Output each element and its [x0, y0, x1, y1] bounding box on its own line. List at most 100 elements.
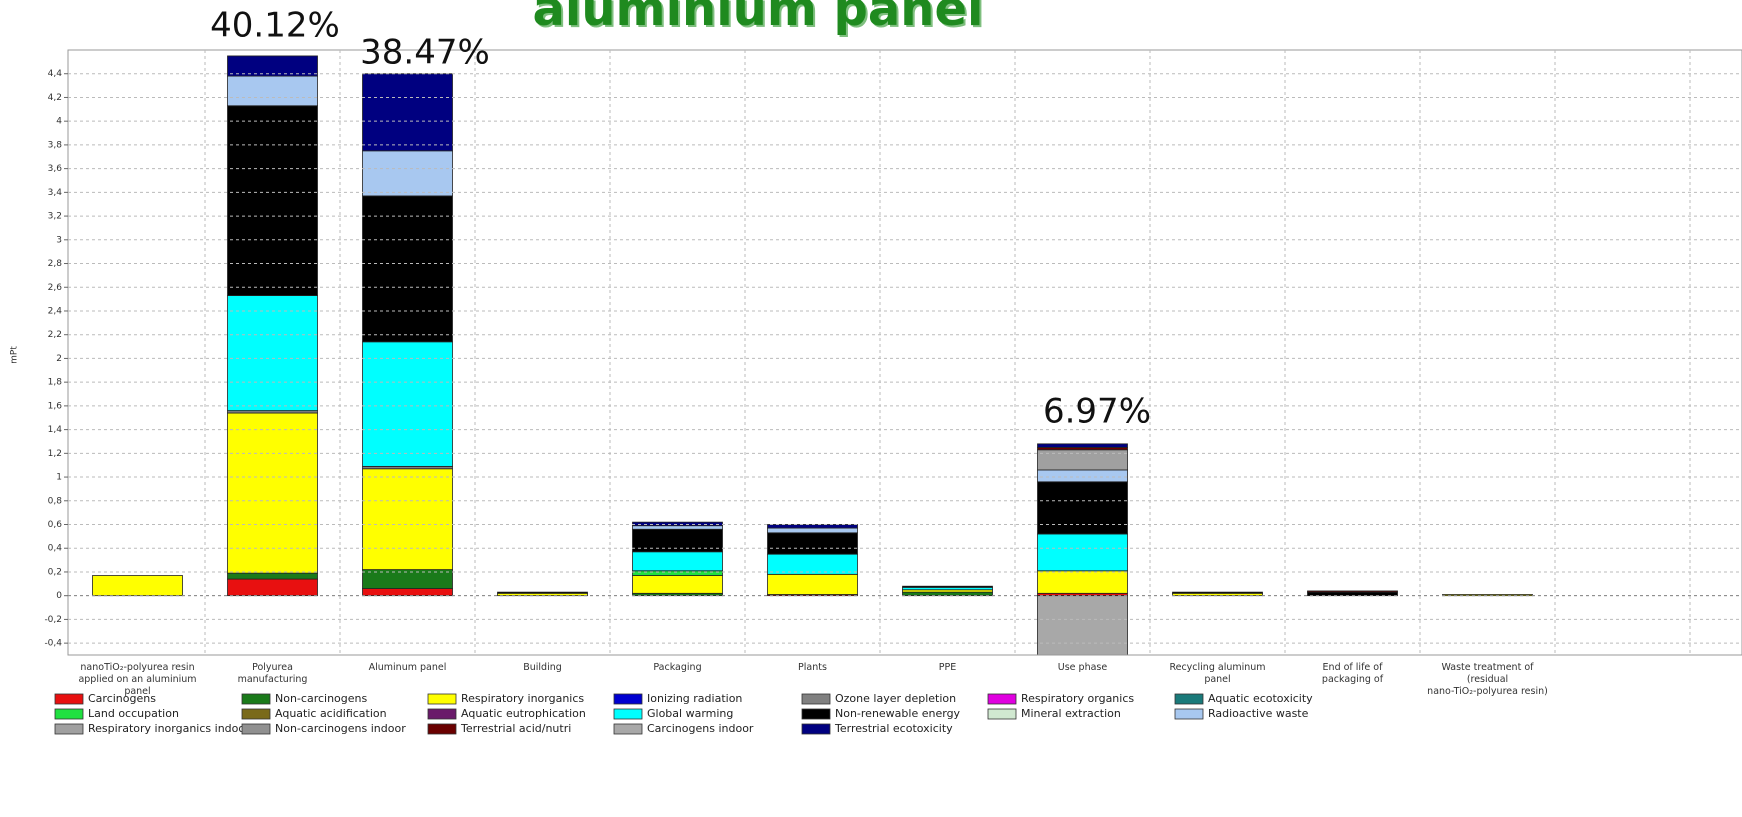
y-tick-label: 1,4 — [48, 425, 63, 435]
bar-segment — [632, 575, 723, 594]
x-tick-label: nanoTiO₂-polyurea resin applied on an al… — [78, 662, 197, 697]
y-tick-label: 4,2 — [48, 93, 62, 103]
x-tick-label: Aluminum panel — [368, 662, 447, 673]
bar-segment — [497, 591, 588, 594]
legend-swatch — [427, 708, 457, 720]
y-tick-label: 1,2 — [48, 449, 62, 459]
bar-segment — [1037, 449, 1128, 471]
x-tick-label: Building — [523, 662, 562, 673]
bar-segment — [1037, 570, 1128, 594]
y-tick-label: 1,6 — [48, 401, 63, 411]
chart-title-shadow: aluminium panel — [535, 0, 986, 39]
legend-swatch — [241, 693, 271, 705]
bar-segment — [1307, 590, 1398, 593]
y-axis-label: mPt — [10, 346, 20, 364]
bar-segment — [1172, 591, 1263, 594]
bar-segment — [227, 105, 318, 296]
bar-segment — [1037, 443, 1128, 448]
y-tick-label: 0,8 — [48, 496, 63, 506]
legend-label: Global warming — [647, 707, 733, 720]
legend-swatch — [427, 693, 457, 705]
legend-swatch — [987, 693, 1017, 705]
bar-segment — [362, 195, 453, 343]
y-tick-label: 4,4 — [48, 69, 63, 79]
bar-segment — [1307, 591, 1398, 597]
legend-swatch — [241, 708, 271, 720]
bar-segment — [227, 578, 318, 597]
x-tick-label: Plants — [798, 662, 827, 673]
y-tick-label: 4 — [56, 117, 62, 127]
y-tick-label: 2,8 — [48, 259, 63, 269]
legend-label: Non-carcinogens — [275, 692, 367, 705]
y-tick-label: 2,4 — [48, 306, 63, 316]
bar-segment — [362, 73, 453, 152]
bar-segment — [227, 412, 318, 574]
y-tick-label: -0,4 — [44, 639, 62, 649]
x-tick-label: End of life of packaging of — [1321, 662, 1384, 685]
x-tick-label: Use phase — [1057, 662, 1108, 673]
bar-segment — [1037, 481, 1128, 535]
y-tick-label: 1 — [56, 473, 62, 483]
bar-segment — [767, 527, 858, 534]
legend-label: Terrestrial ecotoxicity — [834, 722, 953, 735]
bar-segment — [1037, 533, 1128, 572]
x-tick-label: Polyurea manufacturing — [237, 662, 308, 685]
bar-segment — [632, 521, 723, 527]
legend-swatch — [801, 693, 831, 705]
bar-segment — [632, 525, 723, 530]
legend-label: Aquatic acidification — [275, 707, 387, 720]
legend-label: Radioactive waste — [1208, 707, 1309, 720]
legend-label: Respiratory organics — [1021, 692, 1134, 705]
legend-swatch — [987, 708, 1017, 720]
legend-label: Carcinogens indoor — [647, 722, 754, 735]
plot-area — [92, 55, 1533, 655]
bar-segment — [362, 468, 453, 570]
annotation: 38.47% — [360, 33, 490, 73]
bar-segment — [902, 591, 993, 597]
bar-segment — [227, 75, 318, 107]
y-tick-label: 3,8 — [48, 140, 63, 150]
legend-swatch — [801, 708, 831, 720]
x-tick-label: Waste treatment of (residual nano-TiO₂-p… — [1427, 662, 1548, 697]
legend-label: Respiratory inorganics — [461, 692, 584, 705]
bar-segment — [1037, 469, 1128, 483]
y-tick-label: 3 — [56, 235, 62, 245]
y-tick-label: 3,4 — [48, 188, 63, 198]
chart-title: aluminium panel — [533, 0, 984, 37]
annotation: 6.97% — [1043, 392, 1151, 432]
bar-segment — [362, 588, 453, 597]
legend-swatch — [54, 693, 84, 705]
legend-label: Non-carcinogens indoor — [275, 722, 406, 735]
legend-swatch — [613, 708, 643, 720]
legend-swatch — [241, 723, 271, 735]
annotation: 40.12% — [210, 6, 340, 46]
legend-swatch — [427, 723, 457, 735]
legend-label: Carcinogens — [88, 692, 156, 705]
legend-label: Aquatic eutrophication — [461, 707, 586, 720]
legend-label: Non-renewable energy — [835, 707, 961, 720]
bar-segment — [92, 575, 183, 597]
legend-swatch — [1174, 708, 1204, 720]
legend-label: Aquatic ecotoxicity — [1208, 692, 1313, 705]
bar-segment — [227, 55, 318, 77]
bar-segment — [362, 341, 453, 467]
bar-segment — [227, 295, 318, 412]
x-tick-label: Packaging — [653, 662, 702, 673]
y-tick-label: 0,4 — [48, 544, 63, 554]
bar-segment — [767, 524, 858, 529]
y-tick-label: -0,2 — [44, 615, 62, 625]
legend-swatch — [801, 723, 831, 735]
bar-segment — [902, 585, 993, 588]
bar-segment — [1037, 595, 1128, 655]
y-tick-label: 2 — [56, 354, 62, 364]
y-tick-label: 0,6 — [48, 520, 63, 530]
legend-swatch — [54, 723, 84, 735]
bar-segment — [767, 573, 858, 595]
legend-label: Land occupation — [88, 707, 179, 720]
bar-segment — [632, 551, 723, 572]
y-tick-label: 2,2 — [48, 330, 62, 340]
legend-swatch — [1174, 693, 1204, 705]
legend-label: Mineral extraction — [1021, 707, 1121, 720]
y-tick-label: 3,2 — [48, 212, 62, 222]
y-tick-label: 1,8 — [48, 378, 63, 388]
